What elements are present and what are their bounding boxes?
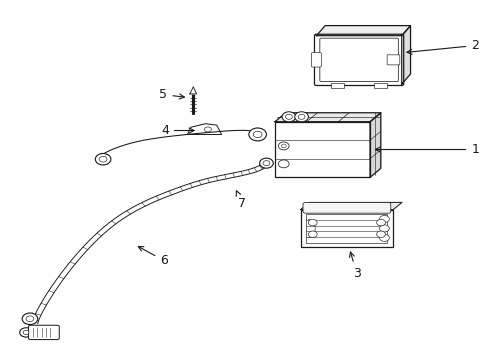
Circle shape [23, 330, 29, 334]
Circle shape [204, 127, 211, 132]
Circle shape [26, 316, 34, 321]
Bar [373, 83, 386, 87]
Text: 4: 4 [161, 124, 194, 137]
Circle shape [298, 114, 305, 119]
Bar [274, 122, 369, 177]
Text: 3: 3 [349, 252, 360, 280]
Circle shape [282, 112, 295, 122]
Circle shape [294, 112, 308, 122]
Polygon shape [274, 113, 380, 122]
Circle shape [259, 158, 273, 168]
Polygon shape [300, 202, 401, 210]
Circle shape [308, 231, 317, 238]
Circle shape [376, 219, 385, 226]
Circle shape [285, 114, 292, 119]
Bar [306, 214, 386, 243]
Circle shape [379, 215, 388, 222]
FancyBboxPatch shape [386, 55, 399, 65]
Circle shape [253, 131, 262, 138]
Polygon shape [369, 113, 380, 177]
Circle shape [379, 234, 388, 242]
Circle shape [376, 231, 385, 238]
Circle shape [379, 225, 388, 232]
Text: 5: 5 [159, 88, 184, 101]
Circle shape [308, 219, 317, 226]
Polygon shape [187, 124, 221, 134]
FancyBboxPatch shape [314, 34, 403, 86]
Text: 7: 7 [236, 191, 245, 210]
Polygon shape [401, 26, 410, 84]
Text: 6: 6 [138, 247, 168, 267]
Circle shape [281, 144, 285, 148]
Circle shape [263, 161, 269, 166]
Circle shape [20, 328, 32, 337]
Bar [300, 210, 392, 247]
Text: 2: 2 [406, 39, 478, 54]
Circle shape [95, 153, 111, 165]
Circle shape [99, 156, 107, 162]
FancyBboxPatch shape [28, 325, 59, 339]
Polygon shape [189, 87, 196, 94]
Polygon shape [316, 26, 410, 36]
Text: 1: 1 [374, 143, 478, 156]
Bar [331, 83, 344, 87]
Circle shape [248, 128, 266, 141]
FancyBboxPatch shape [311, 53, 321, 67]
Circle shape [22, 313, 38, 324]
Circle shape [278, 160, 288, 168]
Circle shape [278, 142, 288, 150]
FancyBboxPatch shape [303, 202, 390, 213]
